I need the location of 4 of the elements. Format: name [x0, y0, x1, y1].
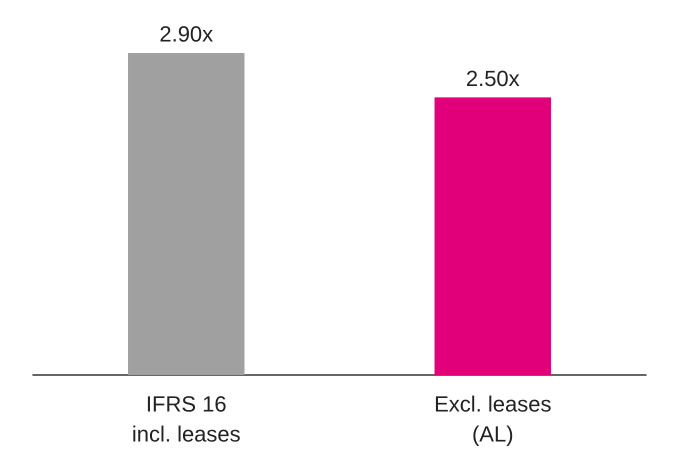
x-tick-label: Excl. leases (AL) — [434, 392, 552, 446]
data-label: 2.90x — [159, 22, 214, 46]
x-tick-label: IFRS 16 incl. leases — [132, 392, 241, 446]
data-label: 2.50x — [466, 66, 520, 91]
